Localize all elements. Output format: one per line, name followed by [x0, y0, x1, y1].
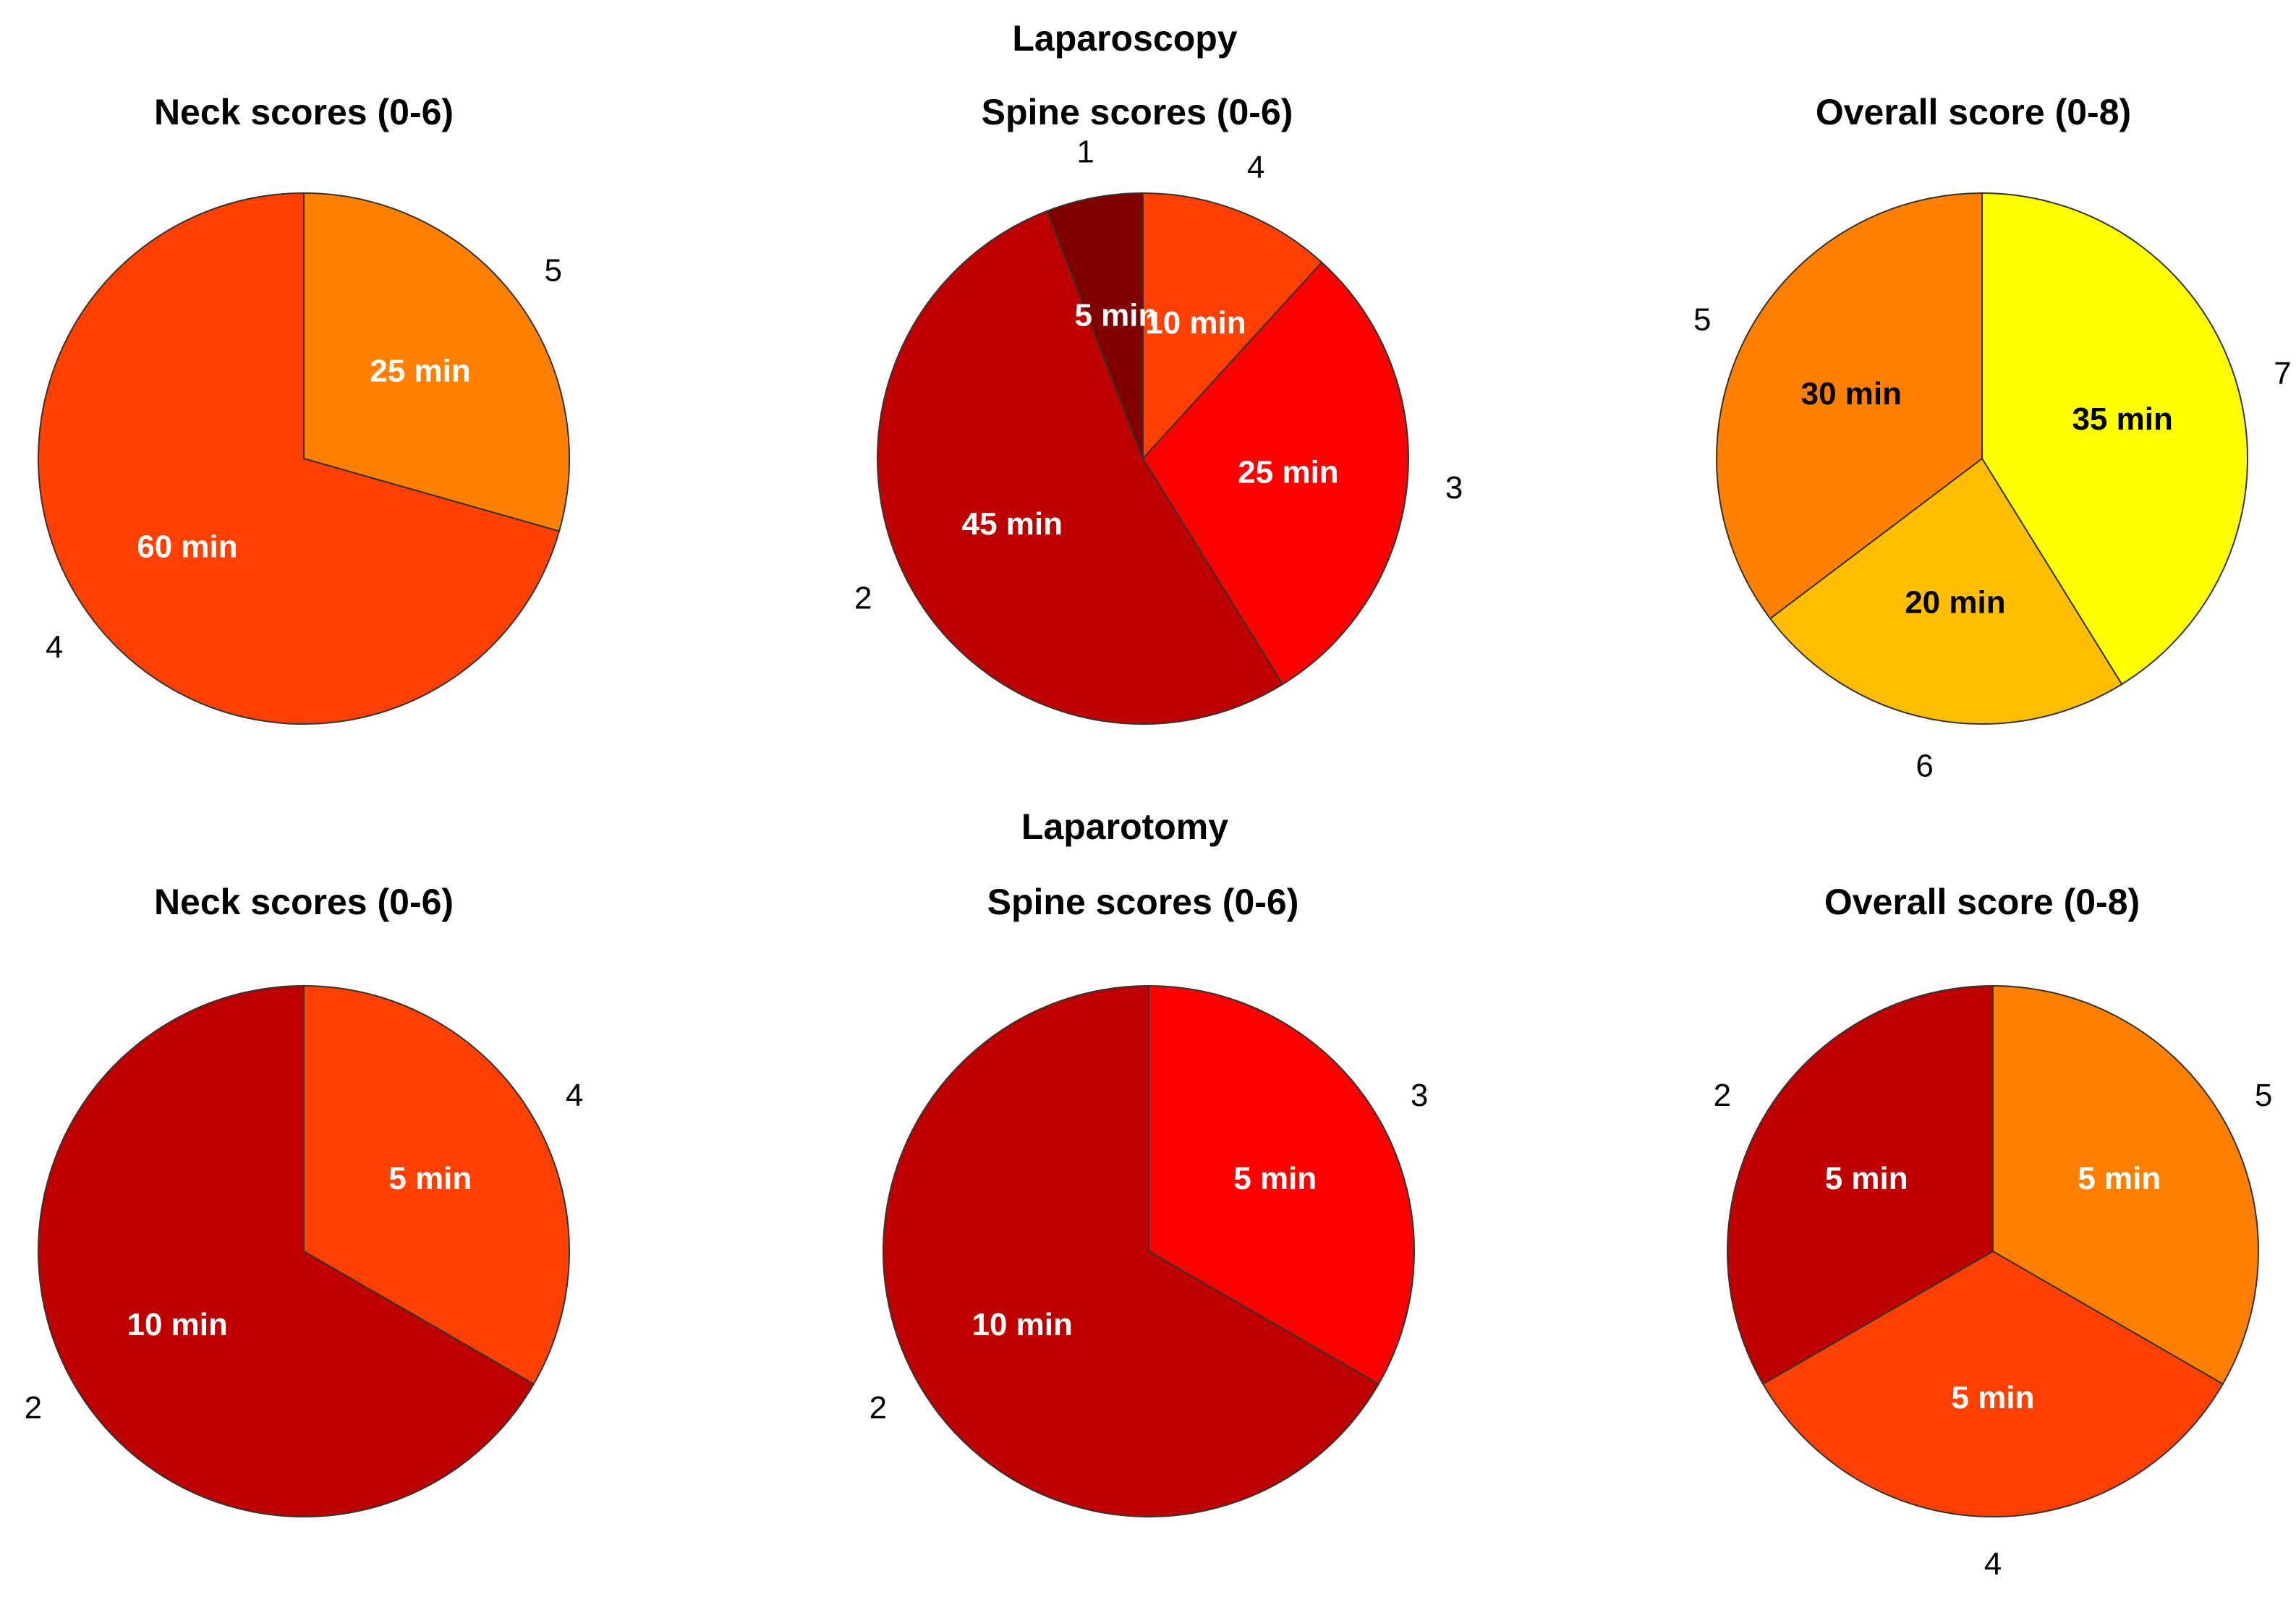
chart-title-laparoscopy-spine: Spine scores (0-6) [982, 92, 1293, 132]
chart-title-laparotomy-neck: Neck scores (0-6) [154, 882, 454, 922]
chart-title-laparotomy-overall: Overall score (0-8) [1824, 882, 2140, 922]
pie-slice-laparoscopy-overall-7 [1981, 192, 2248, 686]
slice-value-label: 60 min [137, 529, 237, 565]
pie-laparoscopy-neck: 25 min 5 60 min 4 [38, 192, 570, 725]
slice-category-label: 2 [869, 1390, 887, 1426]
slice-value-label: 25 min [370, 353, 470, 388]
slice-category-label: 4 [1247, 150, 1264, 185]
pie-laparoscopy-overall: 35 min 7 20 min 6 30 min 5 [1693, 192, 2292, 784]
slice-category-label: 4 [1984, 1546, 2002, 1582]
slice-value-label: 5 min [1233, 1161, 1317, 1196]
slice-category-label: 3 [1445, 470, 1463, 506]
pie-slice-laparotomy-spine-2 [883, 984, 1380, 1517]
pie-slice-laparoscopy-spine-3 [1141, 261, 1409, 686]
slice-value-label: 45 min [962, 506, 1063, 542]
slice-value-label: 10 min [1145, 305, 1246, 341]
slice-category-label: 3 [1411, 1078, 1428, 1113]
slice-value-label: 10 min [127, 1307, 227, 1342]
pie-slice-laparoscopy-overall-5 [1716, 192, 1983, 620]
pie-laparotomy-neck: 5 min 4 10 min 2 [25, 984, 583, 1517]
pie-slice-laparoscopy-neck-4 [38, 192, 561, 725]
slice-category-label: 7 [2274, 356, 2291, 391]
slice-category-label: 4 [46, 629, 63, 665]
pie-slice-laparotomy-neck-2 [38, 984, 535, 1517]
slice-category-label: 6 [1916, 749, 1933, 784]
pie-slice-laparotomy-neck-4 [303, 984, 570, 1385]
chart-title-laparoscopy-overall: Overall score (0-8) [1816, 92, 2131, 132]
pie-laparotomy-overall: 5 min 5 5 min 4 5 min 2 [1714, 984, 2272, 1582]
pie-laparotomy-spine: 5 min 3 10 min 2 [869, 984, 1428, 1517]
slice-category-label: 2 [1714, 1078, 1731, 1113]
slice-value-label: 35 min [2072, 401, 2172, 437]
slice-value-label: 25 min [1238, 455, 1338, 490]
slice-category-label: 4 [566, 1078, 583, 1113]
chart-title-laparotomy-spine: Spine scores (0-6) [987, 882, 1299, 922]
chart-title-laparoscopy-neck: Neck scores (0-6) [154, 92, 454, 132]
slice-value-label: 5 min [1074, 298, 1157, 333]
slice-category-label: 2 [854, 581, 872, 616]
slice-category-label: 5 [2255, 1078, 2272, 1113]
slice-category-label: 2 [25, 1390, 42, 1426]
pie-slice-laparoscopy-spine-1 [1046, 192, 1144, 459]
slice-value-label: 20 min [1905, 584, 2005, 620]
pie-slice-laparotomy-spine-3 [1148, 984, 1415, 1385]
pie-slice-laparoscopy-overall-6 [1769, 457, 2123, 725]
slice-value-label: 30 min [1801, 376, 1902, 412]
slice-value-label: 5 min [1952, 1380, 2035, 1415]
slice-value-label: 5 min [2078, 1161, 2161, 1196]
slice-category-label: 1 [1076, 134, 1094, 169]
pie-slice-laparoscopy-spine-4 [1142, 192, 1323, 461]
pie-slice-laparotomy-overall-4 [1761, 1250, 2224, 1517]
group-title-laparoscopy: Laparoscopy [1012, 18, 1237, 59]
pie-slice-laparotomy-overall-2 [1727, 984, 1994, 1385]
group-title-laparotomy: Laparotomy [1021, 806, 1228, 847]
pie-slice-laparoscopy-neck-5 [303, 192, 570, 532]
slice-category-label: 5 [545, 253, 562, 289]
slice-value-label: 5 min [1825, 1161, 1908, 1196]
pie-slice-laparoscopy-spine-2 [877, 210, 1284, 725]
slice-value-label: 5 min [388, 1161, 472, 1196]
pie-slice-laparotomy-overall-5 [1992, 984, 2259, 1385]
slice-value-label: 10 min [971, 1307, 1072, 1342]
slice-category-label: 5 [1693, 302, 1711, 337]
